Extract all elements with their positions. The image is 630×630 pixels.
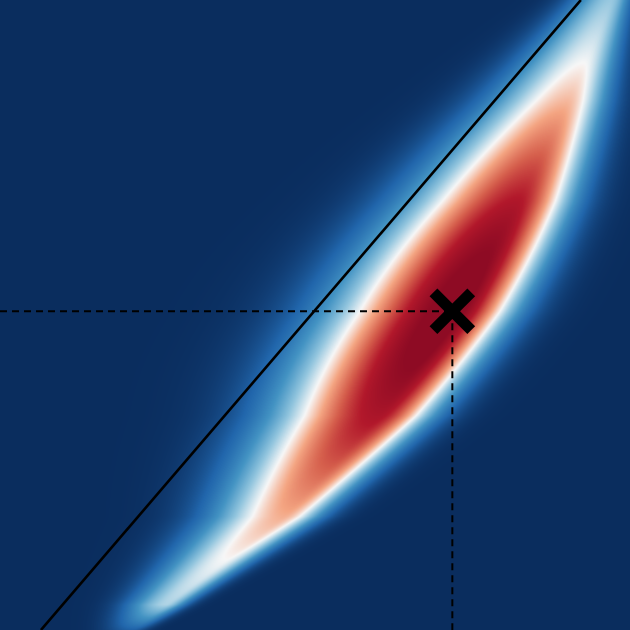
reference-line [39,0,582,630]
optimum-marker [429,288,476,334]
